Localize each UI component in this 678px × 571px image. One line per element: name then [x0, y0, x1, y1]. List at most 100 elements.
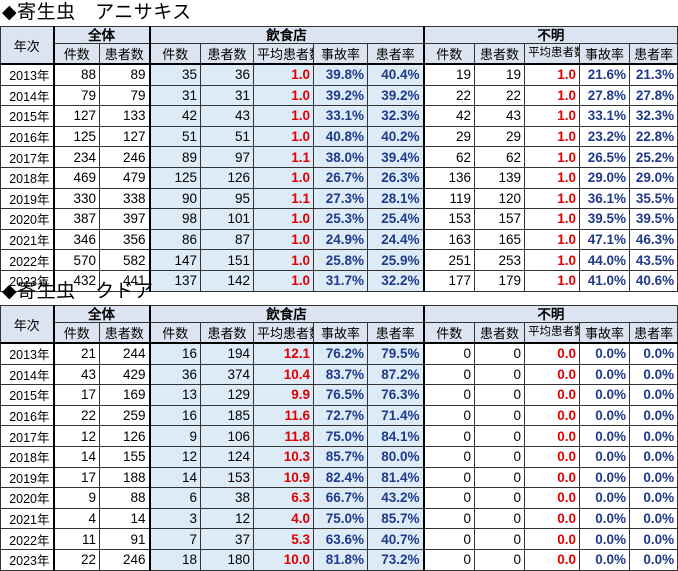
cell-unk-avg: 1.0: [524, 208, 581, 230]
section-title: ◆寄生虫 アニサキス: [2, 2, 192, 23]
cell-total-cases: 21: [53, 342, 100, 365]
cell-unk-patient-rate: 0.0%: [629, 445, 678, 468]
group-total-header: 全体: [53, 26, 151, 44]
col-unk-patients: 患者数: [474, 43, 526, 65]
cell-unk-patients: 0: [474, 404, 526, 427]
table-row: 2017年 12 126 9 106 11.8 75.0% 84.1% 0 0 0.0 0.0% 0.0…: [0, 425, 678, 447]
cell-rest-cases: 147: [149, 249, 201, 271]
cell-total-cases: 11: [53, 528, 100, 550]
cell-rest-avg: 5.3: [253, 528, 314, 550]
cell-rest-avg: 1.0: [253, 105, 314, 127]
cell-unk-accident-rate: 0.0%: [579, 445, 631, 468]
col-unk-avg: 平均患者数: [524, 43, 581, 65]
table-row: 2015年 17 169 13 129 9.9 76.5% 76.3% 0 0 0.0 0.0% 0.0…: [0, 384, 678, 406]
cell-rest-cases: 125: [149, 166, 201, 189]
cell-total-cases: 432: [53, 269, 100, 292]
cell-unk-patient-rate: 29.0%: [629, 166, 678, 189]
cell-rest-patients: 38: [200, 487, 254, 509]
cell-total-patients: 91: [99, 528, 151, 550]
cell-rest-avg: 10.0: [253, 548, 314, 571]
cell-rest-patients: 87: [200, 228, 254, 251]
col-unk-patients: 患者数: [474, 322, 526, 344]
cell-rest-accident-rate: 72.7%: [313, 404, 368, 427]
cell-total-cases: 234: [53, 146, 100, 168]
anisakis-table: 年次 全体 飲食店 不明 件数 患者数 件数 患者数 平均患者数 事故率 患者率…: [0, 26, 678, 292]
cell-rest-cases: 137: [149, 269, 201, 292]
table-row: 2015年 127 133 42 43 1.0 33.1% 32.3% 42 43 1.0 33.1%…: [0, 105, 678, 127]
cell-rest-accident-rate: 33.1%: [313, 105, 368, 127]
cell-rest-avg: 4.0: [253, 507, 314, 530]
cell-rest-patients: 194: [200, 342, 254, 365]
cell-rest-accident-rate: 63.6%: [313, 528, 368, 550]
cell-total-cases: 125: [53, 125, 100, 148]
cell-unk-patient-rate: 40.6%: [629, 269, 678, 292]
cell-unk-avg: 1.0: [524, 249, 581, 271]
cell-unk-patients: 165: [474, 228, 526, 251]
cell-rest-accident-rate: 83.7%: [313, 363, 368, 386]
cell-rest-accident-rate: 66.7%: [313, 487, 368, 509]
cell-unk-patients: 0: [474, 363, 526, 386]
cell-rest-patients: 97: [200, 146, 254, 168]
table-row: 2020年 387 397 98 101 1.0 25.3% 25.4% 153 157 1.0 39…: [0, 208, 678, 230]
cell-unk-cases: 0: [423, 445, 476, 468]
cell-total-cases: 22: [53, 404, 100, 427]
cell-year: 2013年: [0, 63, 55, 86]
cell-rest-patients: 180: [200, 548, 254, 571]
cell-unk-patients: 179: [474, 269, 526, 292]
col-rest-accident-rate: 事故率: [313, 322, 368, 344]
cell-unk-patient-rate: 43.5%: [629, 249, 678, 271]
cell-rest-accident-rate: 81.8%: [313, 548, 368, 571]
cell-unk-avg: 0.0: [524, 363, 581, 386]
cell-rest-patients: 101: [200, 208, 254, 230]
cell-rest-avg: 1.0: [253, 269, 314, 292]
cell-unk-cases: 0: [423, 528, 476, 550]
cell-rest-patients: 129: [200, 384, 254, 406]
cell-rest-patient-rate: 25.4%: [366, 208, 425, 230]
cell-unk-accident-rate: 0.0%: [579, 363, 631, 386]
cell-rest-cases: 16: [149, 404, 201, 427]
cell-total-cases: 127: [53, 105, 100, 127]
cell-unk-patients: 0: [474, 425, 526, 447]
cell-total-cases: 4: [53, 507, 100, 530]
cell-rest-cases: 86: [149, 228, 201, 251]
col-total-cases: 件数: [53, 43, 100, 65]
cell-unk-cases: 29: [423, 125, 476, 148]
col-rest-avg: 平均患者数: [253, 43, 314, 65]
cell-rest-avg: 11.6: [253, 404, 314, 427]
cell-unk-patient-rate: 0.0%: [629, 507, 678, 530]
cell-unk-cases: 0: [423, 466, 476, 489]
cell-rest-patients: 374: [200, 363, 254, 386]
cell-rest-avg: 1.0: [253, 249, 314, 271]
cell-rest-accident-rate: 75.0%: [313, 507, 368, 530]
kudoa-table-body: 2013年 21 244 16 194 12.1 76.2% 79.5% 0 0 0.0 0.0% 0.…: [0, 342, 678, 571]
anisakis-table-body: 2013年 88 89 35 36 1.0 39.8% 40.4% 19 19 1.0 21.6% 21…: [0, 63, 678, 292]
cell-unk-cases: 251: [423, 249, 476, 271]
cell-rest-patient-rate: 32.2%: [366, 269, 425, 292]
cell-rest-cases: 6: [149, 487, 201, 509]
cell-unk-cases: 163: [423, 228, 476, 251]
cell-rest-patient-rate: 43.2%: [366, 487, 425, 509]
cell-unk-patients: 253: [474, 249, 526, 271]
cell-rest-patient-rate: 85.7%: [366, 507, 425, 530]
cell-total-cases: 88: [53, 63, 100, 86]
cell-rest-patient-rate: 26.3%: [366, 166, 425, 189]
cell-rest-patients: 142: [200, 269, 254, 292]
cell-unk-cases: 0: [423, 548, 476, 571]
cell-unk-accident-rate: 0.0%: [579, 548, 631, 571]
cell-unk-patients: 0: [474, 548, 526, 571]
group-restaurant-header: 飲食店: [148, 305, 425, 323]
cell-rest-cases: 3: [149, 507, 201, 530]
cell-rest-patient-rate: 76.3%: [366, 384, 425, 406]
cell-unk-patient-rate: 39.5%: [629, 208, 678, 230]
cell-unk-avg: 0.0: [524, 404, 581, 427]
cell-unk-patients: 0: [474, 507, 526, 530]
cell-unk-accident-rate: 29.0%: [579, 166, 631, 189]
cell-rest-patient-rate: 40.7%: [366, 528, 425, 550]
cell-unk-accident-rate: 39.5%: [579, 208, 631, 230]
kudoa-section: ◆寄生虫 クドア 年次 全体 飲食店 不明 件数 患者数 件数 患者数 平均患者…: [0, 279, 678, 571]
col-unk-cases: 件数: [423, 322, 476, 344]
cell-total-patients: 429: [99, 363, 151, 386]
cell-unk-accident-rate: 0.0%: [579, 342, 631, 365]
cell-total-patients: 126: [99, 425, 151, 447]
cell-rest-patient-rate: 32.3%: [366, 105, 425, 127]
